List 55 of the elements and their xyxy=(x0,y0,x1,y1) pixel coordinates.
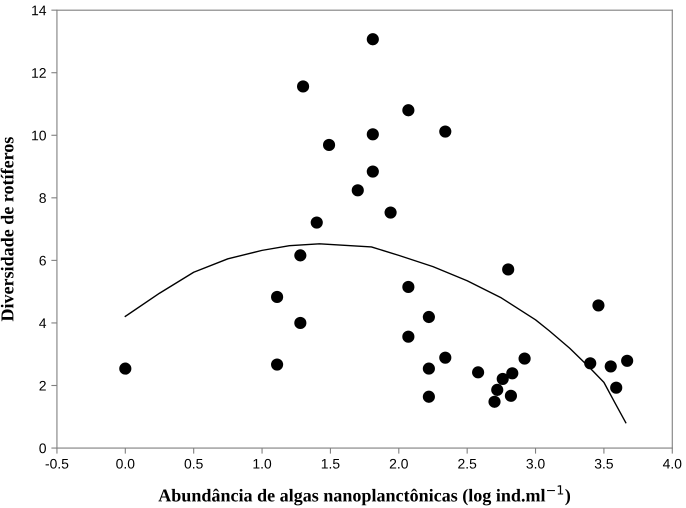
point xyxy=(352,184,364,196)
point xyxy=(384,206,397,219)
y-tick-label: 8 xyxy=(39,193,46,203)
y-tick-label: 4 xyxy=(39,318,46,328)
point xyxy=(294,249,306,262)
y-tick-label: 6 xyxy=(40,256,46,266)
x-axis-title: Abundância de algas nanoplanctônicas (log ind.ml$^{−1}$) xyxy=(158,485,570,506)
point xyxy=(366,33,379,46)
y-tick-label: 0 xyxy=(39,443,46,454)
point xyxy=(496,372,509,386)
point xyxy=(621,354,634,367)
point xyxy=(504,390,517,402)
point xyxy=(297,80,310,93)
point xyxy=(366,165,379,178)
x-tick-label: 0.5 xyxy=(184,458,203,469)
point xyxy=(422,310,435,324)
point xyxy=(271,358,284,371)
point xyxy=(402,104,414,116)
y-tick-label: 14 xyxy=(32,6,46,16)
point xyxy=(294,316,306,330)
x-tick-label: 3.5 xyxy=(594,458,613,469)
point xyxy=(402,280,414,294)
point xyxy=(402,330,414,343)
point xyxy=(422,362,435,375)
point xyxy=(610,382,622,394)
x-tick-label: 3.0 xyxy=(526,458,545,469)
point xyxy=(488,396,501,408)
point xyxy=(518,352,531,365)
point xyxy=(366,128,379,140)
line-series xyxy=(124,243,626,424)
y-tick-label: 2 xyxy=(39,380,46,391)
point xyxy=(502,263,514,276)
x-tick-label: 2.5 xyxy=(458,458,476,469)
point xyxy=(310,216,323,229)
x-tick-label: 1.5 xyxy=(322,458,340,469)
x-tick-label: 4.0 xyxy=(662,458,682,469)
point xyxy=(271,290,284,304)
point xyxy=(506,367,518,380)
point xyxy=(322,138,336,152)
x-tick-label: 2.0 xyxy=(390,458,408,469)
point xyxy=(584,357,596,370)
y-tick-label: 10 xyxy=(32,130,46,140)
point xyxy=(439,352,452,364)
y-tick-label: 12 xyxy=(32,68,46,78)
x-tick-label: 1.0 xyxy=(253,458,272,469)
point xyxy=(439,125,452,138)
point xyxy=(592,299,605,312)
x-tick-label: 0.0 xyxy=(116,458,134,469)
point xyxy=(119,362,132,375)
y-axis-title: Diversidade de rotíferos xyxy=(0,137,14,322)
point xyxy=(604,360,617,372)
point xyxy=(422,390,435,403)
point xyxy=(472,366,484,378)
point xyxy=(491,384,504,396)
x-tick-label: -0.5 xyxy=(46,458,68,469)
